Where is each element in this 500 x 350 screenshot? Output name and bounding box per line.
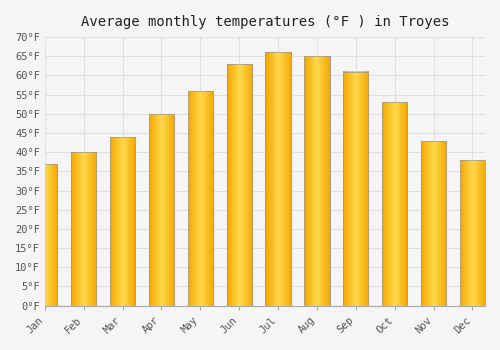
Bar	[460, 160, 485, 306]
Bar	[266, 52, 290, 306]
Bar	[382, 102, 407, 306]
Bar	[343, 72, 368, 306]
Bar	[188, 91, 213, 306]
Bar	[304, 56, 330, 306]
Bar	[110, 137, 135, 306]
Bar	[266, 52, 290, 306]
Bar	[226, 64, 252, 306]
Bar	[71, 152, 96, 306]
Bar	[71, 152, 96, 306]
Bar	[226, 64, 252, 306]
Bar	[304, 56, 330, 306]
Bar	[343, 72, 368, 306]
Bar	[460, 160, 485, 306]
Bar	[32, 164, 58, 306]
Bar	[382, 102, 407, 306]
Bar	[188, 91, 213, 306]
Title: Average monthly temperatures (°F ) in Troyes: Average monthly temperatures (°F ) in Tr…	[80, 15, 449, 29]
Bar	[110, 137, 135, 306]
Bar	[421, 141, 446, 306]
Bar	[149, 114, 174, 306]
Bar	[149, 114, 174, 306]
Bar	[421, 141, 446, 306]
Bar	[32, 164, 58, 306]
